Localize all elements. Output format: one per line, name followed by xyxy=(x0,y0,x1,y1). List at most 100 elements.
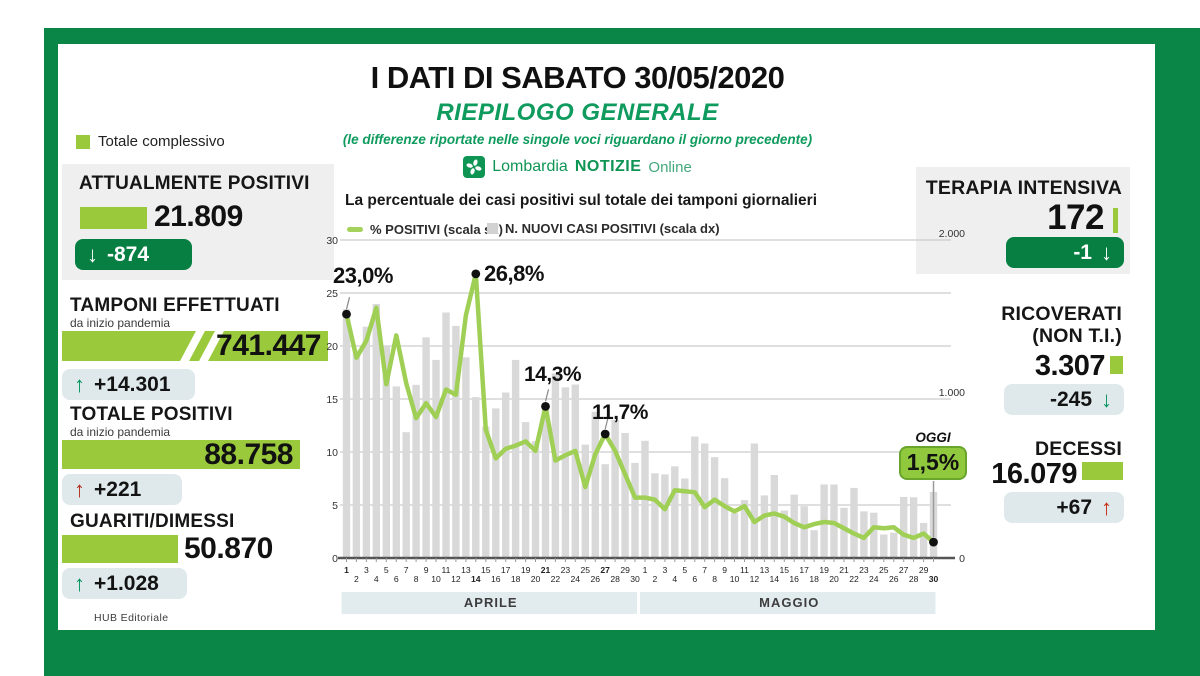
svg-text:17: 17 xyxy=(501,565,511,575)
svg-text:22: 22 xyxy=(551,574,561,584)
svg-text:29: 29 xyxy=(919,565,929,575)
stat-title-totale-positivi: TOTALE POSITIVI xyxy=(70,404,233,425)
legend-item-positivi: % POSITIVI (scala sx) xyxy=(347,222,503,237)
svg-text:11: 11 xyxy=(740,565,749,575)
svg-text:21: 21 xyxy=(839,565,849,575)
svg-text:APRILE: APRILE xyxy=(464,595,518,610)
header-note: (le differenze riportate nelle singole v… xyxy=(342,132,813,147)
svg-text:20: 20 xyxy=(829,574,839,584)
svg-text:MAGGIO: MAGGIO xyxy=(759,595,819,610)
down-arrow-icon: ↓ xyxy=(87,241,98,267)
annotation-apr21: 14,3% xyxy=(524,363,582,386)
svg-text:4: 4 xyxy=(672,574,677,584)
rosa-camuna-icon xyxy=(463,156,486,178)
svg-text:8: 8 xyxy=(712,574,717,584)
page-subtitle: RIEPILOGO GENERALE xyxy=(436,99,719,126)
svg-text:0: 0 xyxy=(332,553,338,565)
stat-bar-totale-positivi: 88.758 xyxy=(62,437,300,471)
logo-suffix-text: Online xyxy=(648,158,692,176)
stat-value-ricoverati: 3.307 xyxy=(1034,350,1106,382)
svg-text:10: 10 xyxy=(730,574,740,584)
svg-text:10: 10 xyxy=(431,574,441,584)
svg-text:25: 25 xyxy=(326,288,338,300)
svg-text:5: 5 xyxy=(332,500,338,512)
svg-text:7: 7 xyxy=(702,565,707,575)
svg-text:15: 15 xyxy=(326,394,338,406)
stat-bar-ricoverati xyxy=(1110,356,1123,374)
bar-sample-icon xyxy=(487,223,498,234)
up-arrow-icon: ↑ xyxy=(1101,494,1112,520)
svg-text:14: 14 xyxy=(471,574,481,584)
up-arrow-icon: ↑ xyxy=(74,476,85,502)
svg-text:24: 24 xyxy=(571,574,581,584)
legend-item-nuovi-casi: N. NUOVI CASI POSITIVI (scala dx) xyxy=(487,221,720,236)
stat-value-totale-positivi: 88.758 xyxy=(204,437,293,471)
svg-text:28: 28 xyxy=(610,574,620,584)
svg-text:29: 29 xyxy=(620,565,630,575)
legend-label: % POSITIVI (scala sx) xyxy=(370,222,503,237)
today-value-badge: 1,5% xyxy=(899,446,967,480)
svg-text:1: 1 xyxy=(344,565,349,575)
svg-text:16: 16 xyxy=(491,574,501,584)
green-square-icon xyxy=(76,134,90,149)
svg-text:9: 9 xyxy=(424,565,429,575)
svg-text:22: 22 xyxy=(849,574,859,584)
svg-text:27: 27 xyxy=(600,565,610,575)
total-legend-label: Totale complessivo xyxy=(98,133,225,150)
svg-text:13: 13 xyxy=(760,565,770,575)
svg-text:4: 4 xyxy=(374,574,379,584)
stat-title-guariti: GUARITI/DIMESSI xyxy=(70,511,235,532)
down-arrow-icon: ↓ xyxy=(1101,239,1112,265)
svg-text:3: 3 xyxy=(364,565,369,575)
svg-text:26: 26 xyxy=(591,574,601,584)
delta-badge: ↓ -874 xyxy=(75,239,192,270)
logo-brand-text: NOTIZIE xyxy=(574,158,642,175)
footer-credit: HUB Editoriale xyxy=(94,612,169,624)
svg-text:21: 21 xyxy=(541,565,551,575)
stat-subtitle-totale-positivi: da inizio pandemia xyxy=(70,425,171,439)
delta-value: -874 xyxy=(107,242,150,266)
svg-text:12: 12 xyxy=(451,574,461,584)
combo-chart: 05101520253001.0002.00012345678910111213… xyxy=(326,228,965,614)
svg-text:1: 1 xyxy=(643,565,648,575)
stat-title-ricoverati-line2: (NON T.I.) xyxy=(1032,325,1122,347)
annotation-apr14: 26,8% xyxy=(484,261,544,286)
stat-title: ATTUALMENTE POSITIVI xyxy=(79,173,310,194)
stat-bar-tamponi: 741.447 xyxy=(62,329,328,363)
svg-text:30: 30 xyxy=(929,574,939,584)
svg-text:15: 15 xyxy=(481,565,491,575)
svg-text:8: 8 xyxy=(414,574,419,584)
total-legend: Totale complessivo xyxy=(76,133,225,150)
svg-text:30: 30 xyxy=(326,235,338,247)
today-label: OGGI xyxy=(915,430,951,445)
legend-label: N. NUOVI CASI POSITIVI (scala dx) xyxy=(505,221,720,236)
delta-badge-ricoverati: -245 ↓ xyxy=(1004,384,1124,415)
svg-text:7: 7 xyxy=(404,565,409,575)
svg-text:15: 15 xyxy=(780,565,790,575)
delta-value: -1 xyxy=(1073,240,1092,264)
svg-text:20: 20 xyxy=(531,574,541,584)
delta-value: -245 xyxy=(1049,387,1092,411)
stat-value: 172 xyxy=(1047,198,1104,237)
stat-value: 21.809 xyxy=(154,200,243,233)
annotation-apr1: 23,0% xyxy=(333,263,393,288)
svg-text:25: 25 xyxy=(879,565,889,575)
svg-text:6: 6 xyxy=(394,574,399,584)
stat-value-tamponi: 741.447 xyxy=(216,329,321,362)
svg-text:14: 14 xyxy=(770,574,780,584)
svg-text:12: 12 xyxy=(750,574,760,584)
stat-subtitle-tamponi: da inizio pandemia xyxy=(70,316,171,330)
svg-text:0: 0 xyxy=(959,553,965,565)
svg-text:17: 17 xyxy=(799,565,809,575)
svg-text:23: 23 xyxy=(859,565,869,575)
delta-badge-tamponi: ↑ +14.301 xyxy=(62,369,195,400)
annotation-apr27: 11,7% xyxy=(592,401,648,424)
up-arrow-icon: ↑ xyxy=(74,570,85,596)
stat-title-tamponi: TAMPONI EFFETTUATI xyxy=(70,295,280,316)
line-sample-icon xyxy=(347,227,363,232)
svg-text:18: 18 xyxy=(809,574,819,584)
up-arrow-icon: ↑ xyxy=(74,371,85,397)
svg-text:30: 30 xyxy=(630,574,640,584)
svg-text:5: 5 xyxy=(384,565,389,575)
svg-text:3: 3 xyxy=(663,565,668,575)
